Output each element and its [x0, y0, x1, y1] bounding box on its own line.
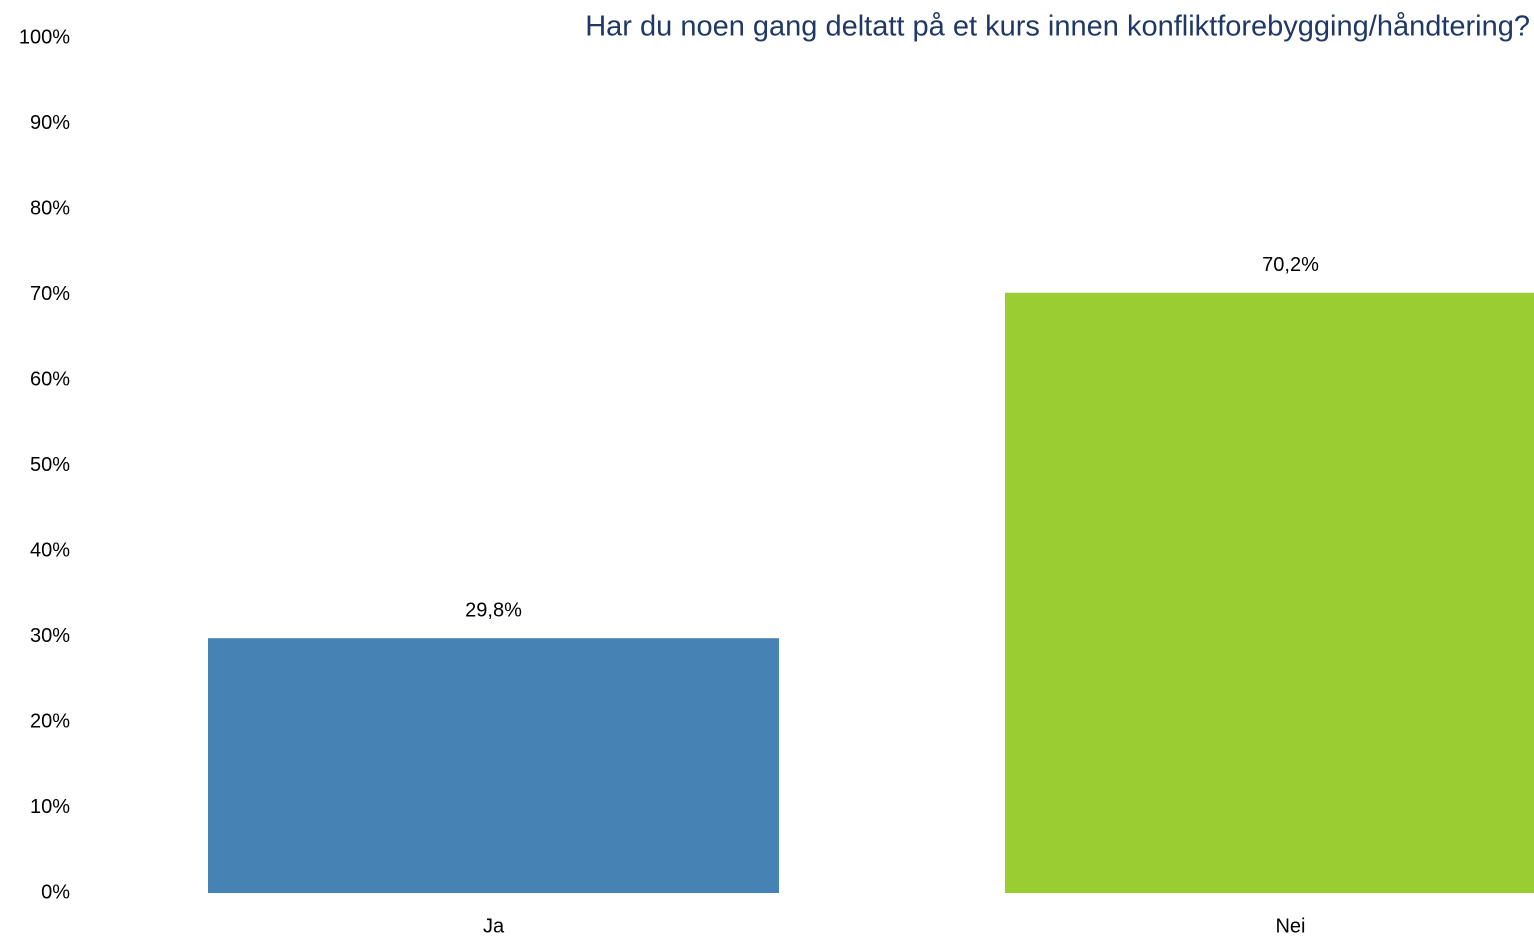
y-tick-label: 80% — [30, 197, 70, 219]
y-tick-label: 30% — [30, 625, 70, 647]
y-tick-label: 40% — [30, 539, 70, 561]
bar — [1005, 292, 1534, 893]
y-tick-label: 50% — [30, 454, 70, 476]
y-tick-label: 60% — [30, 368, 70, 390]
value-label: 70,2% — [1262, 254, 1319, 276]
y-tick-label: 90% — [30, 112, 70, 134]
x-tick-label: Ja — [483, 915, 505, 937]
y-tick-label: 10% — [30, 796, 70, 818]
chart-title: Har du noen gang deltatt på et kurs inne… — [585, 11, 1530, 43]
bar — [208, 638, 779, 893]
y-tick-label: 100% — [19, 26, 70, 48]
y-tick-label: 20% — [30, 710, 70, 732]
x-tick-label: Nei — [1275, 915, 1305, 937]
y-tick-label: 0% — [41, 881, 70, 903]
y-tick-label: 70% — [30, 283, 70, 305]
value-label: 29,8% — [465, 599, 522, 621]
